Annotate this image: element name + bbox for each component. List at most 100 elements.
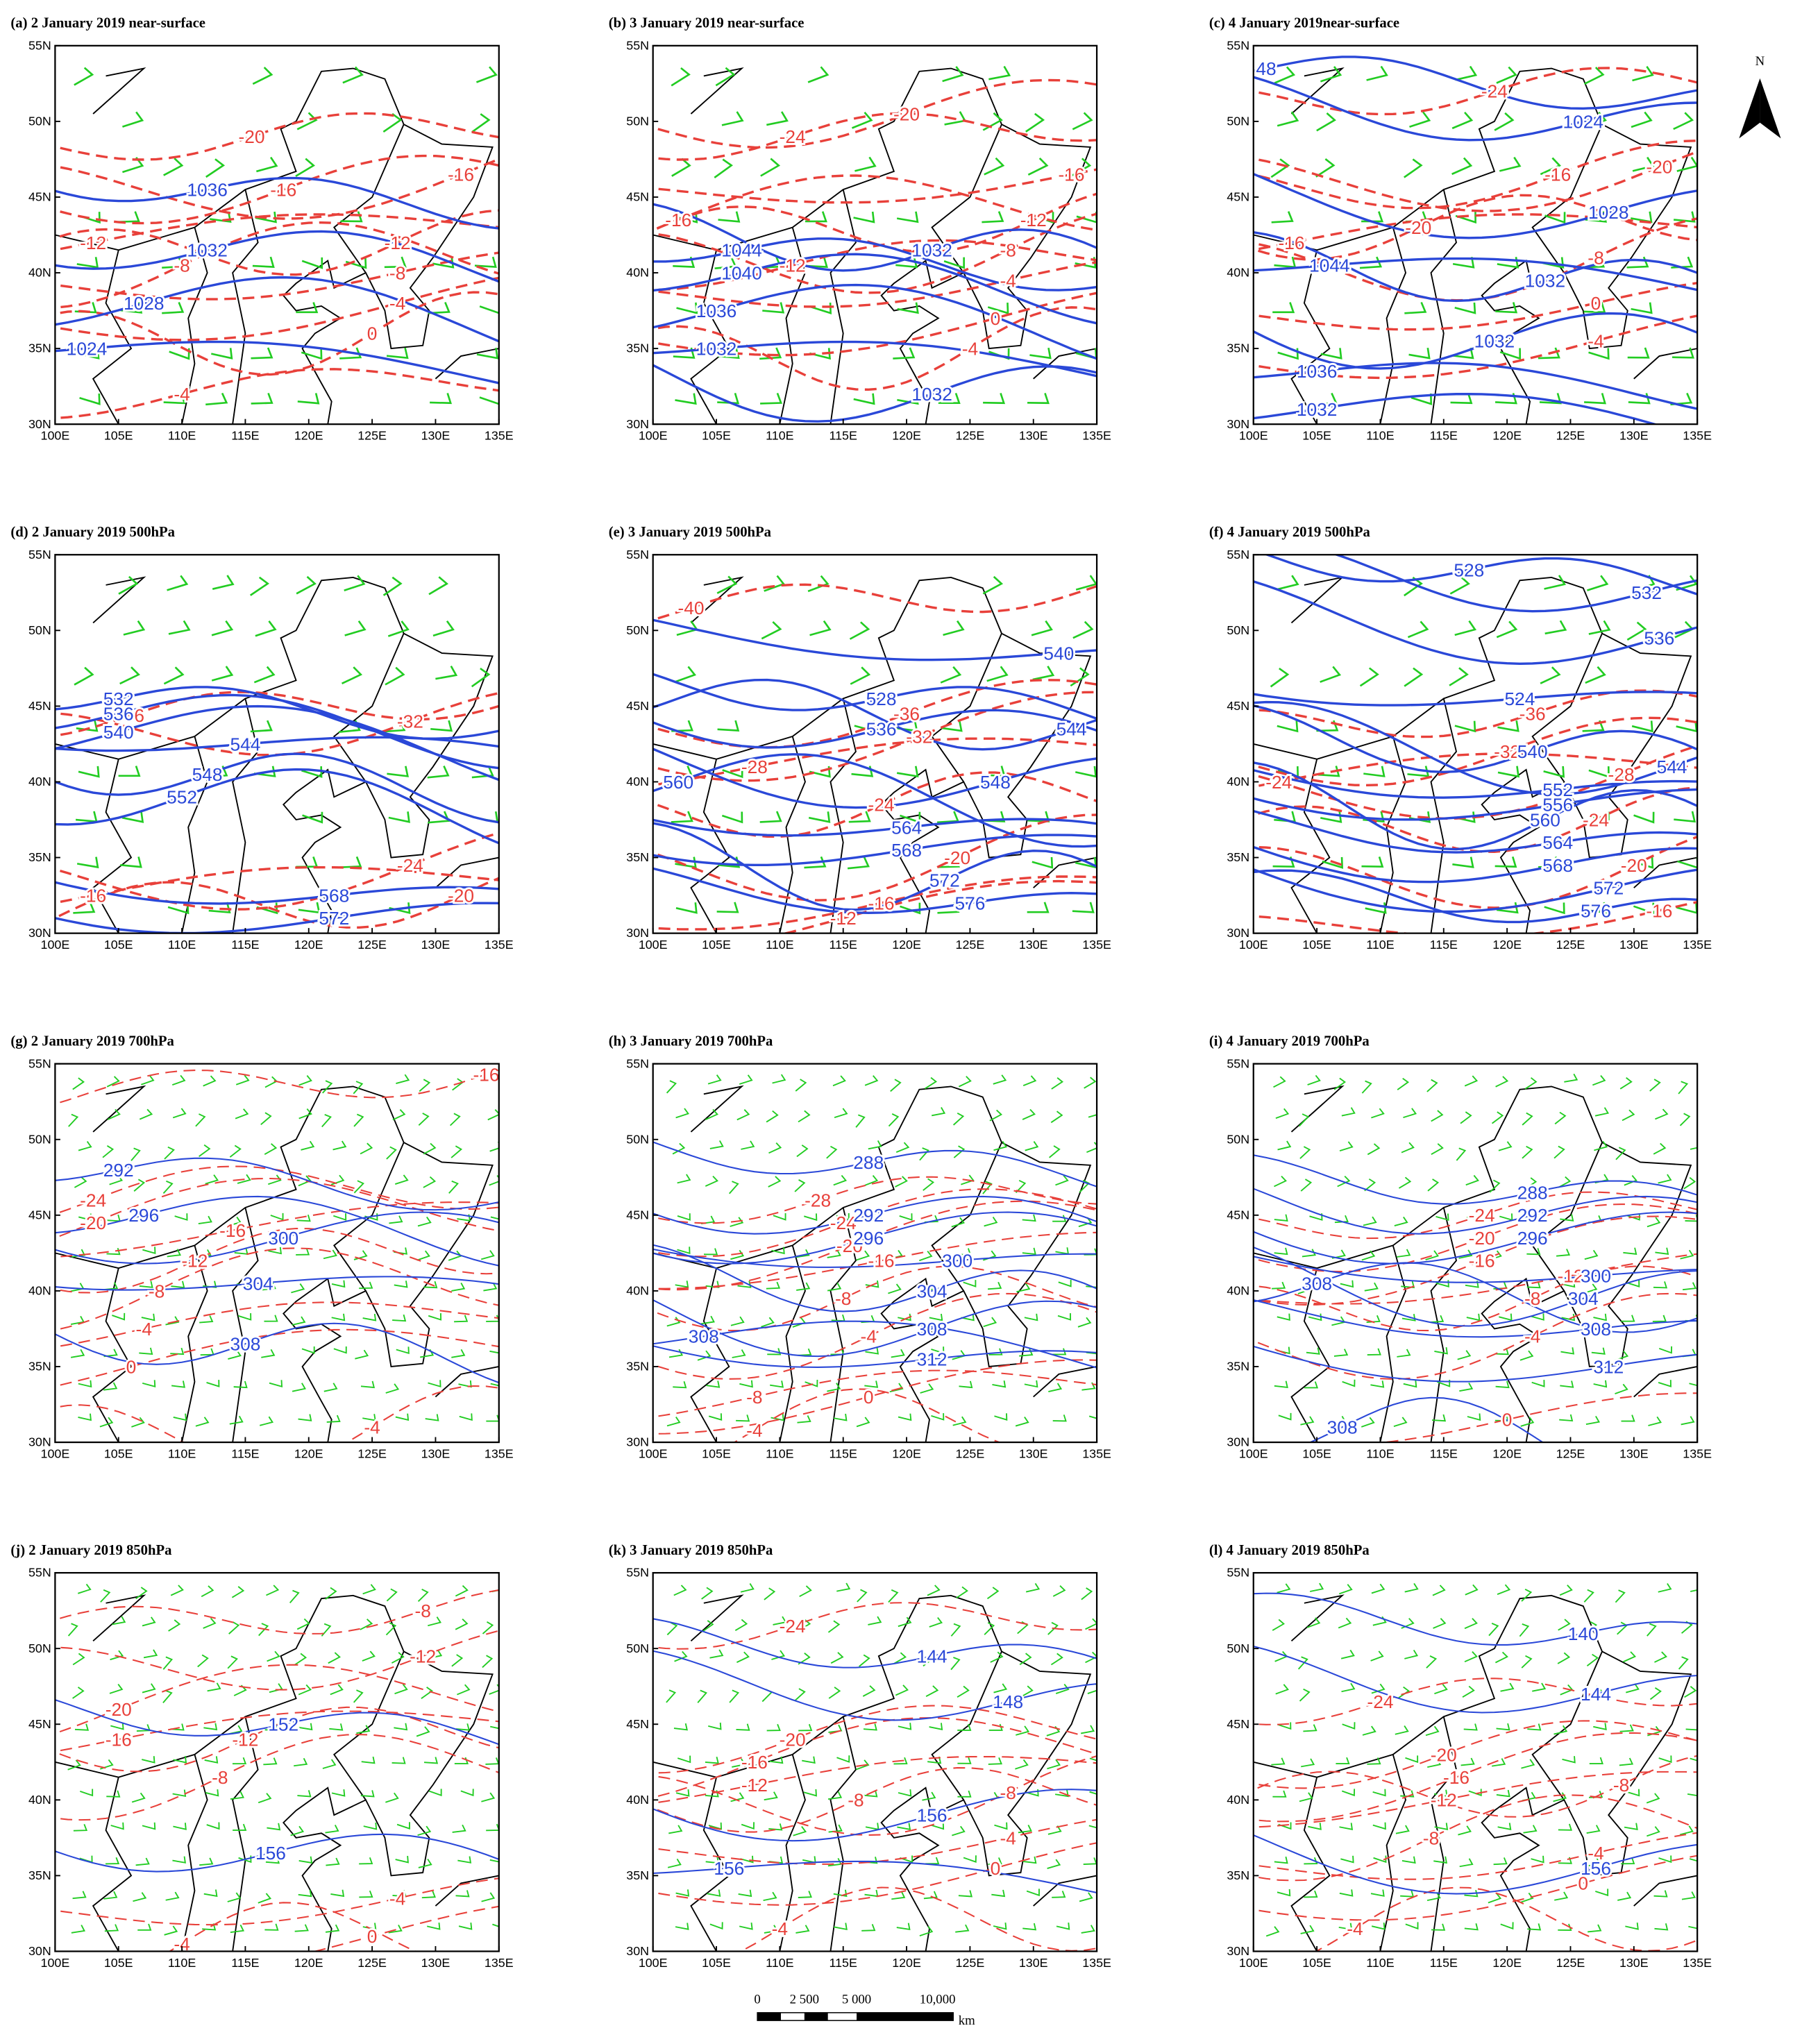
isoline: [55, 768, 499, 845]
isoline: [652, 1345, 1097, 1368]
wind-barb: [668, 1825, 683, 1834]
wind-barb: [766, 1281, 781, 1290]
wind-barb: [1646, 1793, 1660, 1804]
wind-barb: [298, 1684, 312, 1696]
isoline: [55, 1195, 499, 1267]
isotherm: [652, 1292, 1097, 1380]
lon-label: 130E: [1619, 938, 1649, 952]
wind-barb: [897, 302, 919, 314]
wind-barb: [1540, 666, 1561, 684]
wind-barb: [164, 1925, 178, 1936]
wind-barb: [142, 1380, 156, 1387]
wind-barb: [1488, 1623, 1499, 1637]
wind-barb: [1273, 1076, 1286, 1088]
wind-barb: [109, 1174, 124, 1185]
wind-barb: [428, 1616, 442, 1627]
lon-label: 110E: [1366, 1956, 1394, 1970]
wind-barb: [827, 1282, 842, 1292]
wind-barb: [853, 393, 875, 405]
isotherm: [55, 1227, 499, 1294]
wind-barb: [759, 811, 782, 823]
wind-barb: [988, 1348, 1003, 1355]
border-line: [92, 67, 146, 115]
temperature-label: -8: [174, 255, 190, 276]
wind-barb: [760, 158, 781, 177]
wind-barb: [993, 1923, 1007, 1930]
wind-barb: [1587, 1857, 1601, 1867]
pressure-label: 308: [1302, 1273, 1332, 1294]
wind-barb: [1560, 1380, 1574, 1388]
wind-barb: [1619, 1077, 1633, 1090]
wind-barb: [734, 1619, 748, 1632]
pressure-label: 292: [1517, 1205, 1548, 1226]
wind-barb: [1081, 1925, 1095, 1934]
wind-barb: [1622, 1651, 1637, 1663]
lon-label: 135E: [485, 1447, 514, 1461]
wind-barb: [1024, 1313, 1038, 1321]
wind-barb: [1544, 212, 1566, 224]
lat-label: 55N: [1227, 1056, 1249, 1070]
wind-barb: [417, 1216, 432, 1227]
wind-barb: [772, 1074, 786, 1084]
temperature-label: -12: [80, 233, 106, 253]
pressure-label: 1028: [124, 293, 165, 314]
wind-barb: [1367, 1757, 1381, 1765]
lon-label: 130E: [1019, 1956, 1048, 1970]
wind-barb: [1300, 1925, 1315, 1934]
map-content: [1253, 56, 1698, 425]
wind-barb: [963, 1280, 977, 1287]
wind-barb: [987, 1281, 1002, 1290]
temperature-label: -24: [780, 1616, 806, 1637]
wind-barb: [322, 1759, 337, 1769]
temperature-label: -20: [1469, 1228, 1495, 1249]
wind-barb: [295, 158, 315, 178]
isotherm: [652, 1602, 1097, 1650]
wind-barb: [958, 1890, 972, 1898]
temperature-label: 0: [991, 308, 1001, 329]
wind-barb: [1397, 1686, 1410, 1699]
wind-barb: [162, 256, 185, 269]
isoline: [1253, 1262, 1698, 1333]
map-content: [1253, 555, 1698, 934]
isotherm: [652, 1818, 1097, 1865]
wind-barb: [1560, 1214, 1574, 1222]
wind-barb: [721, 111, 744, 126]
wind-barb: [740, 1855, 754, 1864]
temperature-label: 0: [1591, 293, 1601, 314]
panel-title: (c) 4 January 2019near-surface: [1209, 15, 1399, 31]
wind-barb: [489, 1725, 499, 1730]
wind-barb: [672, 1142, 686, 1155]
pressure-label: 1032: [1474, 331, 1515, 352]
wind-barb: [1591, 1347, 1606, 1355]
wind-barb: [142, 1213, 156, 1222]
wind-barb: [1495, 1380, 1510, 1389]
wind-barb: [1052, 1585, 1066, 1597]
border-line: [1033, 1875, 1097, 1907]
lon-label: 110E: [1366, 1447, 1394, 1461]
wind-barb: [359, 1857, 373, 1865]
lat-label: 50N: [1227, 1641, 1249, 1655]
lon-label: 115E: [231, 429, 259, 443]
wind-barb: [856, 1250, 870, 1261]
wind-barb: [394, 1723, 408, 1731]
wind-barb: [987, 303, 1009, 314]
isoline: [652, 867, 1097, 914]
wind-barb: [855, 1759, 870, 1771]
wind-barb: [289, 1589, 300, 1603]
wind-barb: [705, 1757, 719, 1764]
wind-barb: [1654, 1651, 1667, 1663]
wind-barb: [1526, 1281, 1541, 1289]
wind-barb: [1047, 1825, 1062, 1835]
wind-barb: [1455, 65, 1478, 81]
wind-barb: [794, 1179, 806, 1192]
wind-barb: [1431, 1110, 1444, 1122]
isoline: [652, 1618, 1097, 1669]
wind-barb: [471, 667, 491, 688]
wind-barb: [1050, 1110, 1063, 1124]
wind-barb: [264, 1923, 279, 1931]
wind-barb: [764, 1587, 776, 1600]
wind-barb: [1049, 1145, 1061, 1158]
isotherm: [1253, 314, 1698, 380]
wind-barb: [1077, 1317, 1092, 1328]
temperature-label: -20: [1405, 217, 1431, 238]
